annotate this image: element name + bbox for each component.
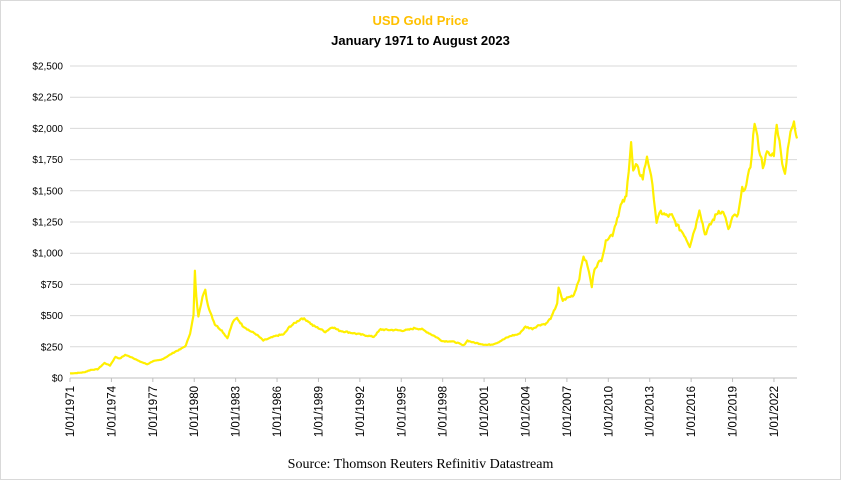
x-tick-label: 1/01/1992 (355, 386, 367, 437)
chart-subtitle: January 1971 to August 2023 (331, 33, 510, 48)
x-tick-label: 1/01/1983 (231, 386, 243, 437)
y-tick-label: $750 (41, 280, 64, 291)
x-tick-label: 1/01/1977 (148, 386, 160, 437)
x-tick-label: 1/01/2013 (645, 386, 657, 437)
gold-price-line (69, 120, 799, 375)
x-tick-label: 1/01/2022 (769, 386, 781, 437)
y-tick-label: $250 (41, 342, 64, 353)
chart-source: Source: Thomson Reuters Refinitiv Datast… (287, 457, 554, 472)
x-tick-label: 1/01/2016 (686, 386, 698, 437)
x-tick-label: 1/01/2007 (562, 386, 574, 437)
x-tick-label: 1/01/1989 (313, 386, 325, 437)
y-tick-label: $1,250 (32, 218, 63, 229)
x-tick-label: 1/01/1974 (106, 385, 118, 437)
x-tick-label: 1/01/1995 (396, 386, 408, 437)
x-tick-label: 1/01/2004 (520, 385, 532, 437)
chart-title: USD Gold Price (372, 13, 469, 28)
y-tick-label: $1,750 (32, 155, 63, 166)
y-tick-label: $500 (41, 311, 64, 322)
x-tick-label: 1/01/1971 (65, 386, 77, 437)
x-tick-label: 1/01/2010 (603, 386, 615, 437)
x-tick-label: 1/01/2019 (728, 386, 740, 437)
y-tick-label: $1,500 (32, 186, 63, 197)
y-tick-label: $2,250 (32, 93, 63, 104)
y-tick-label: $1,000 (32, 249, 63, 260)
x-tick-label: 1/01/1998 (438, 386, 450, 437)
x-tick-label: 1/01/1980 (189, 386, 201, 437)
y-tick-label: $0 (52, 374, 64, 385)
x-tick-label: 1/01/2001 (479, 386, 491, 437)
y-tick-label: $2,500 (32, 62, 63, 73)
y-tick-label: $2,000 (32, 124, 63, 135)
x-tick-label: 1/01/1986 (272, 386, 284, 437)
